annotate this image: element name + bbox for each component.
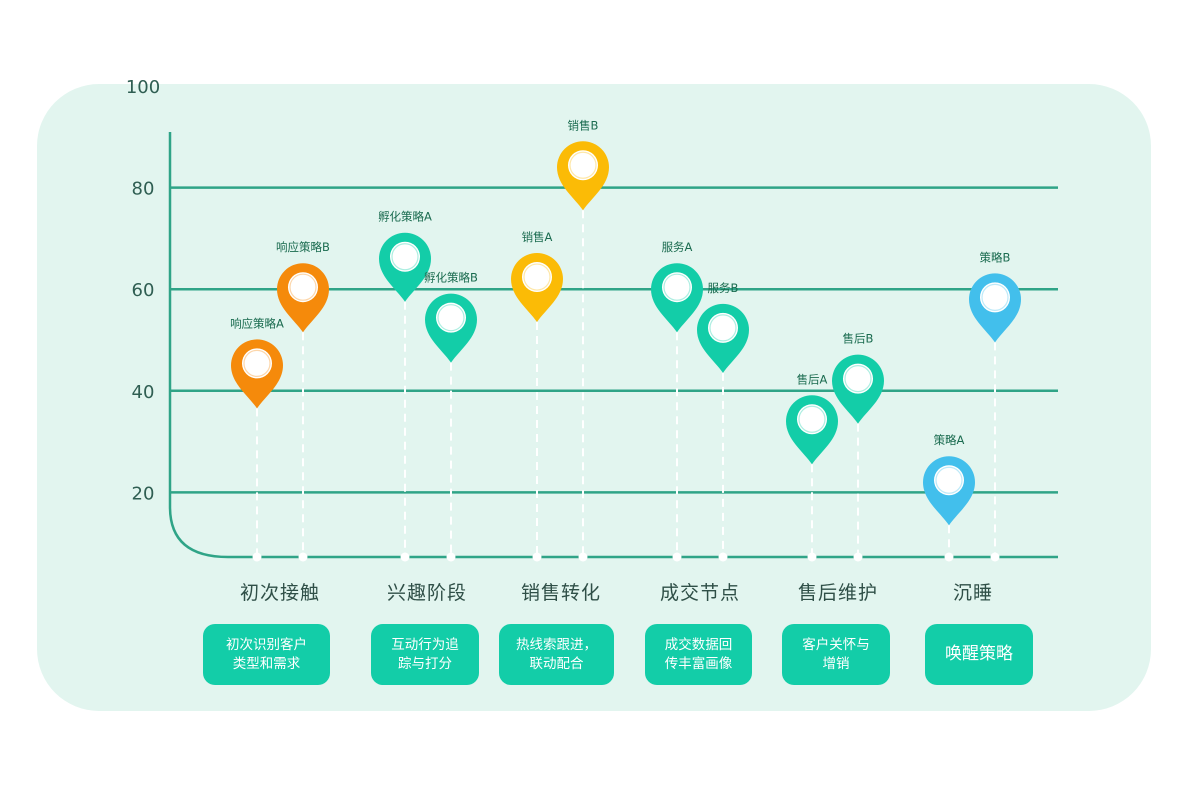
pin-hole-ring bbox=[391, 243, 419, 271]
y-tick-label: 100 bbox=[126, 77, 160, 98]
pin-hole-ring bbox=[289, 273, 317, 301]
pin-hole bbox=[934, 465, 964, 496]
pin-hole bbox=[288, 272, 318, 303]
y-tick-label: 20 bbox=[132, 483, 155, 504]
pin-hole-ring bbox=[935, 466, 963, 494]
stage-label-sales-conversion: 销售转化 bbox=[520, 582, 601, 604]
desc-line: 类型和需求 bbox=[232, 655, 301, 672]
pin-data-label: 策略A bbox=[934, 433, 965, 447]
stage-label-deal: 成交节点 bbox=[659, 582, 740, 604]
pin-base-dot bbox=[532, 552, 542, 562]
pin-base-dot bbox=[578, 552, 588, 562]
pin-hole bbox=[242, 348, 272, 379]
stage-label-first-contact: 初次接触 bbox=[239, 582, 320, 604]
desc-box-deal: 成交数据回传丰富画像 bbox=[645, 624, 752, 685]
y-tick-label: 40 bbox=[132, 382, 155, 403]
pin-hole bbox=[390, 241, 420, 272]
pin-hole bbox=[843, 363, 873, 394]
desc-line: 踪与打分 bbox=[398, 655, 452, 672]
pin-hole-ring bbox=[981, 283, 1009, 311]
stage-label-dormant: 沉睡 bbox=[952, 582, 993, 604]
pin-data-label: 服务B bbox=[708, 281, 739, 295]
pin-base-dot bbox=[807, 552, 817, 562]
pin-hole-ring bbox=[798, 405, 826, 433]
pin-data-label: 销售B bbox=[568, 118, 599, 132]
axis-line bbox=[168, 132, 1058, 559]
pin-hole-ring bbox=[844, 365, 872, 393]
desc-line: 客户关怀与 bbox=[802, 636, 870, 653]
pin-data-label: 孵化策略A bbox=[378, 210, 432, 224]
y-tick-label: 60 bbox=[132, 280, 155, 301]
stage-label-interest: 兴趣阶段 bbox=[386, 582, 467, 604]
pin-hole bbox=[708, 312, 738, 343]
pin-data-label: 孵化策略B bbox=[424, 271, 478, 285]
y-tick-label: 80 bbox=[132, 179, 155, 200]
desc-box-interest: 互动行为追 踪与打分 bbox=[371, 624, 479, 685]
pin-data-label: 销售A bbox=[522, 230, 553, 244]
pin-base-dot bbox=[672, 552, 682, 562]
pin-base-dot bbox=[853, 552, 863, 562]
desc-box-sales-conversion: 热线索跟进， 联动配合 bbox=[499, 624, 614, 685]
desc-line: 传丰富画像 bbox=[664, 655, 733, 672]
pin-hole bbox=[797, 404, 827, 435]
pin-data-label: 响应策略B bbox=[276, 240, 330, 254]
pin-hole-ring bbox=[663, 273, 691, 301]
desc-line: 热线索跟进， bbox=[516, 636, 597, 653]
desc-line: 唤醒策略 bbox=[945, 644, 1013, 664]
pin-base-dot bbox=[400, 552, 410, 562]
pin-data-label: 策略B bbox=[980, 250, 1011, 264]
pin-base-dot bbox=[298, 552, 308, 562]
desc-line: 增销 bbox=[822, 655, 850, 672]
pin-data-label: 售后B bbox=[843, 332, 874, 346]
pin-hole bbox=[436, 302, 466, 333]
pin-data-label: 售后A bbox=[797, 372, 828, 386]
pin-base-dot bbox=[718, 552, 728, 562]
pin-base-dot bbox=[990, 552, 1000, 562]
desc-line: 联动配合 bbox=[529, 655, 584, 672]
pin-hole bbox=[662, 272, 692, 303]
pin-hole-ring bbox=[569, 151, 597, 179]
pin-hole-ring bbox=[709, 314, 737, 342]
pin-hole bbox=[568, 150, 598, 181]
pin-data-label: 响应策略A bbox=[230, 316, 284, 330]
pin-hole bbox=[980, 282, 1010, 313]
pin-hole-ring bbox=[437, 304, 465, 332]
pin-base-dot bbox=[944, 552, 954, 562]
desc-box-first-contact: 初次识别客户 类型和需求 bbox=[203, 624, 330, 685]
desc-line: 成交数据回 bbox=[664, 636, 733, 653]
desc-box-after-sales: 客户关怀与 增销 bbox=[782, 624, 890, 685]
desc-line: 初次识别客户 bbox=[226, 636, 307, 653]
stage-label-after-sales: 售后维护 bbox=[797, 582, 878, 604]
desc-line: 互动行为追 bbox=[391, 636, 459, 653]
pin-hole-ring bbox=[243, 349, 271, 377]
pin-base-dot bbox=[446, 552, 456, 562]
pin-hole-ring bbox=[523, 263, 551, 291]
pin-data-label: 服务A bbox=[662, 240, 693, 254]
desc-box-dormant: 唤醒策略 bbox=[925, 624, 1033, 685]
pin-hole bbox=[522, 262, 552, 293]
pin-base-dot bbox=[252, 552, 262, 562]
